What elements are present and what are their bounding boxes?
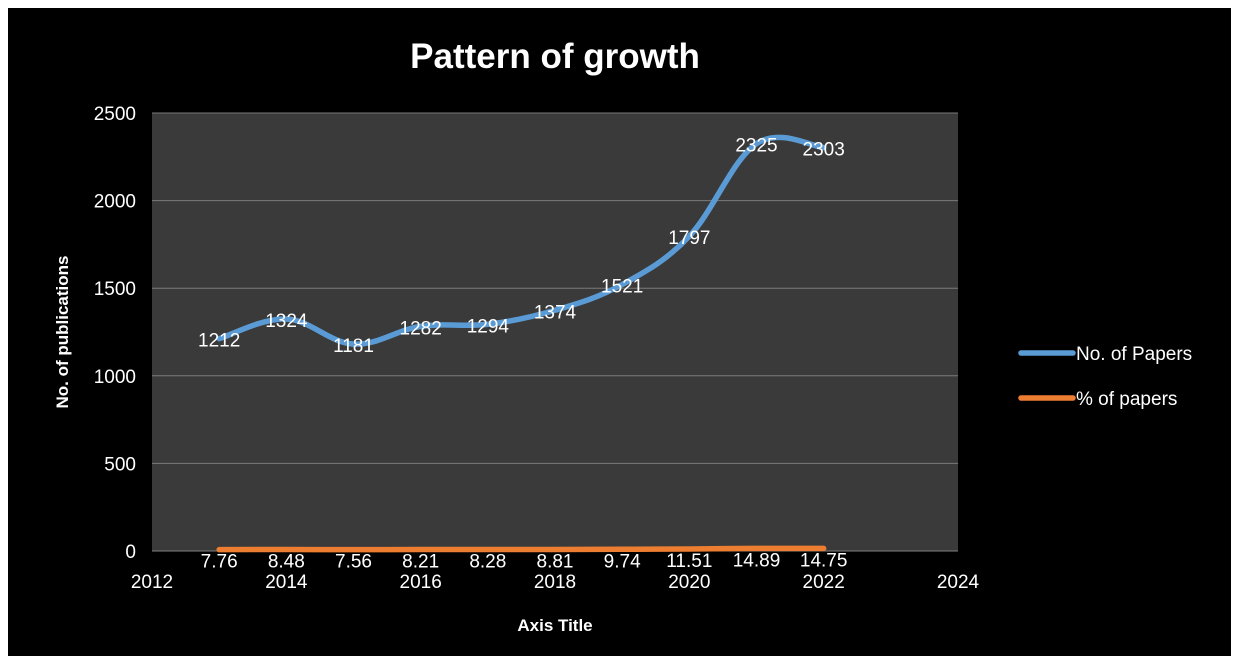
chart-title: Pattern of growth [410,37,700,76]
data-label: 1212 [198,331,240,352]
legend-label: % of papers [1076,389,1177,410]
data-label: 1294 [467,316,510,337]
y-tick-label: 2500 [94,104,136,125]
data-label: 14.89 [733,550,781,571]
x-tick-label: 2022 [803,572,845,593]
x-tick-label: 2012 [131,572,173,593]
y-tick-label: 1500 [94,279,136,300]
data-label: 14.75 [800,550,848,571]
data-label: 8.81 [537,551,574,572]
x-tick-label: 2024 [937,572,980,593]
data-label: 1282 [400,318,442,339]
data-label: 2303 [803,140,845,161]
data-label: 1324 [265,311,308,332]
x-tick-label: 2020 [668,572,710,593]
data-label: 8.21 [402,552,439,573]
data-label: 1374 [534,302,577,323]
chart-svg: Pattern of growth 0 500 1000 1500 2000 2500 2… [53,37,1192,635]
data-label: 1521 [601,277,643,298]
x-tick-label: 2014 [265,572,308,593]
y-tick-label: 0 [125,542,136,563]
series-line-1 [216,134,827,347]
data-label: 8.48 [268,552,305,573]
y-tick-label: 2000 [94,192,136,213]
x-axis-title: Axis Title [517,616,592,635]
y-axis-ticks: 0 500 1000 1500 2000 2500 [94,104,136,563]
y-tick-label: 500 [104,454,136,475]
data-labels: 1212 1324 1181 1282 1294 1374 1521 1797 2325 2303… [198,136,847,573]
y-tick-label: 1000 [94,367,136,388]
data-label: 9.74 [604,551,641,572]
plot-area [152,113,958,551]
data-label: 2325 [735,136,777,157]
chart-frame: Pattern of growth 0 500 1000 1500 2000 2500 2… [8,8,1231,656]
x-tick-label: 2016 [400,572,442,593]
data-label: 1181 [333,336,374,357]
series-lines [216,134,827,553]
data-label: 8.28 [469,552,506,573]
data-label: 7.56 [335,552,372,573]
data-label: 1797 [668,228,710,249]
legend: No. of Papers % of papers [1018,344,1192,410]
series-line-2 [216,545,827,553]
data-label: 11.51 [666,551,712,572]
data-label: 7.76 [201,552,238,573]
legend-label: No. of Papers [1076,344,1192,365]
x-axis-ticks: 2012 2014 2016 2018 2020 2022 2024 [131,572,980,593]
x-tick-label: 2018 [534,572,576,593]
y-axis-title: No. of publications [53,256,72,409]
